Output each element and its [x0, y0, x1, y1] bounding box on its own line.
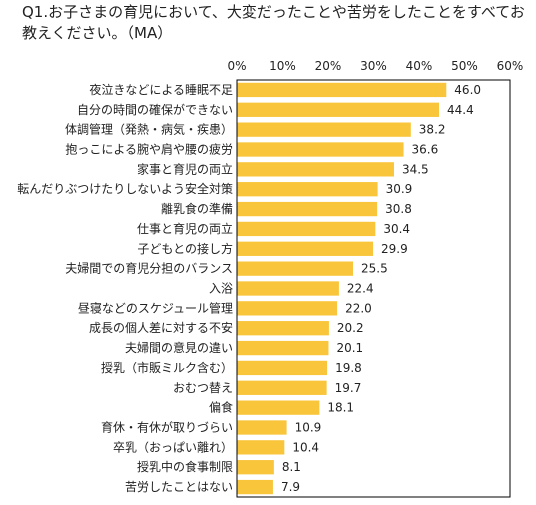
bar	[237, 460, 274, 475]
value-label: 22.4	[347, 282, 374, 296]
value-label: 8.1	[282, 460, 301, 474]
category-label: 授乳（市販ミルク含む）	[101, 360, 233, 375]
category-label: 育休・有休が取りづらい	[101, 420, 233, 435]
value-label: 30.8	[385, 202, 412, 216]
bar	[237, 241, 374, 256]
bar	[237, 82, 447, 98]
category-label: 体調管理（発熱・病気・疾患）	[65, 122, 233, 137]
x-tick-label: 60%	[497, 59, 524, 73]
x-tick-label: 20%	[315, 59, 342, 73]
value-label: 36.6	[412, 143, 439, 157]
value-label: 20.2	[337, 321, 364, 335]
value-label: 38.2	[419, 123, 446, 137]
value-label: 30.4	[383, 222, 410, 236]
value-label: 30.9	[386, 182, 413, 196]
category-label: 昼寝などのスケジュール管理	[78, 300, 233, 315]
x-tick-label: 50%	[451, 59, 478, 73]
value-label: 44.4	[447, 103, 474, 117]
bar	[237, 420, 287, 435]
value-label: 19.8	[335, 361, 362, 375]
bar	[237, 360, 328, 376]
value-label: 29.9	[381, 242, 408, 256]
category-label: 偏食	[209, 400, 233, 415]
value-label: 46.0	[454, 83, 481, 97]
bar	[237, 261, 354, 276]
category-label: 子どもとの接し方	[137, 241, 233, 256]
bar	[237, 321, 329, 336]
value-label: 10.4	[292, 440, 319, 454]
value-label: 18.1	[327, 401, 354, 415]
category-label: 夫婦間での育児分担のバランス	[65, 261, 233, 276]
value-label: 10.9	[295, 421, 322, 435]
value-labels: 46.0 44.438.2 36.6 34.5 30.9 30.8 30.4 29.9 25.5…	[281, 83, 481, 494]
bar	[237, 340, 329, 356]
category-label: 入浴	[209, 282, 233, 296]
category-label: 離乳食の準備	[161, 201, 233, 216]
chart-title: Q1.お子さまの育児において、大変だったことや苦労をしたことをすべてお教えくださ…	[22, 3, 525, 42]
category-label: 抱っこによる腕や肩や腰の疲労	[65, 142, 233, 157]
bar	[237, 201, 378, 217]
bar	[237, 182, 378, 197]
category-label: おむつ替え	[173, 381, 233, 395]
bars	[237, 82, 447, 495]
category-label: 授乳中の食事制限	[137, 459, 233, 474]
category-label: 卒乳（おっぱい離れ）	[113, 440, 233, 454]
x-tick-label: 30%	[360, 59, 387, 73]
bar	[237, 400, 320, 415]
x-tick-label: 40%	[406, 59, 433, 73]
value-label: 25.5	[361, 262, 388, 276]
bar	[237, 122, 411, 137]
bar	[237, 479, 273, 495]
x-tick-label: 0%	[227, 59, 246, 73]
value-label: 20.1	[336, 341, 363, 355]
category-label: 家事と育児の両立	[137, 161, 233, 176]
category-label: 苦労したことはない	[125, 480, 233, 494]
category-label: 夜泣きなどによる睡眠不足	[89, 82, 233, 97]
bar	[237, 142, 404, 157]
bar	[237, 380, 327, 395]
bar	[237, 301, 338, 316]
value-label: 7.9	[281, 480, 300, 494]
value-label: 19.7	[335, 381, 362, 395]
category-label: 自分の時間の確保ができない	[77, 102, 233, 117]
category-label: 成長の個人差に対する不安	[89, 320, 233, 335]
category-label: 仕事と育児の両立	[137, 221, 233, 236]
x-axis-ticks: 0% 10% 20% 30% 40% 50% 60%	[227, 59, 523, 73]
category-label: 夫婦間の意見の違い	[125, 340, 233, 355]
category-label: 転んだりぶつけたりしないよう安全対策	[17, 181, 233, 196]
value-label: 22.0	[345, 301, 372, 315]
plot-frame	[236, 79, 511, 498]
value-label: 34.5	[402, 162, 429, 176]
bar	[237, 281, 339, 296]
bar	[237, 102, 440, 117]
bar	[237, 440, 285, 455]
bar	[237, 221, 376, 237]
x-tick-label: 10%	[269, 59, 296, 73]
bar	[237, 162, 394, 177]
